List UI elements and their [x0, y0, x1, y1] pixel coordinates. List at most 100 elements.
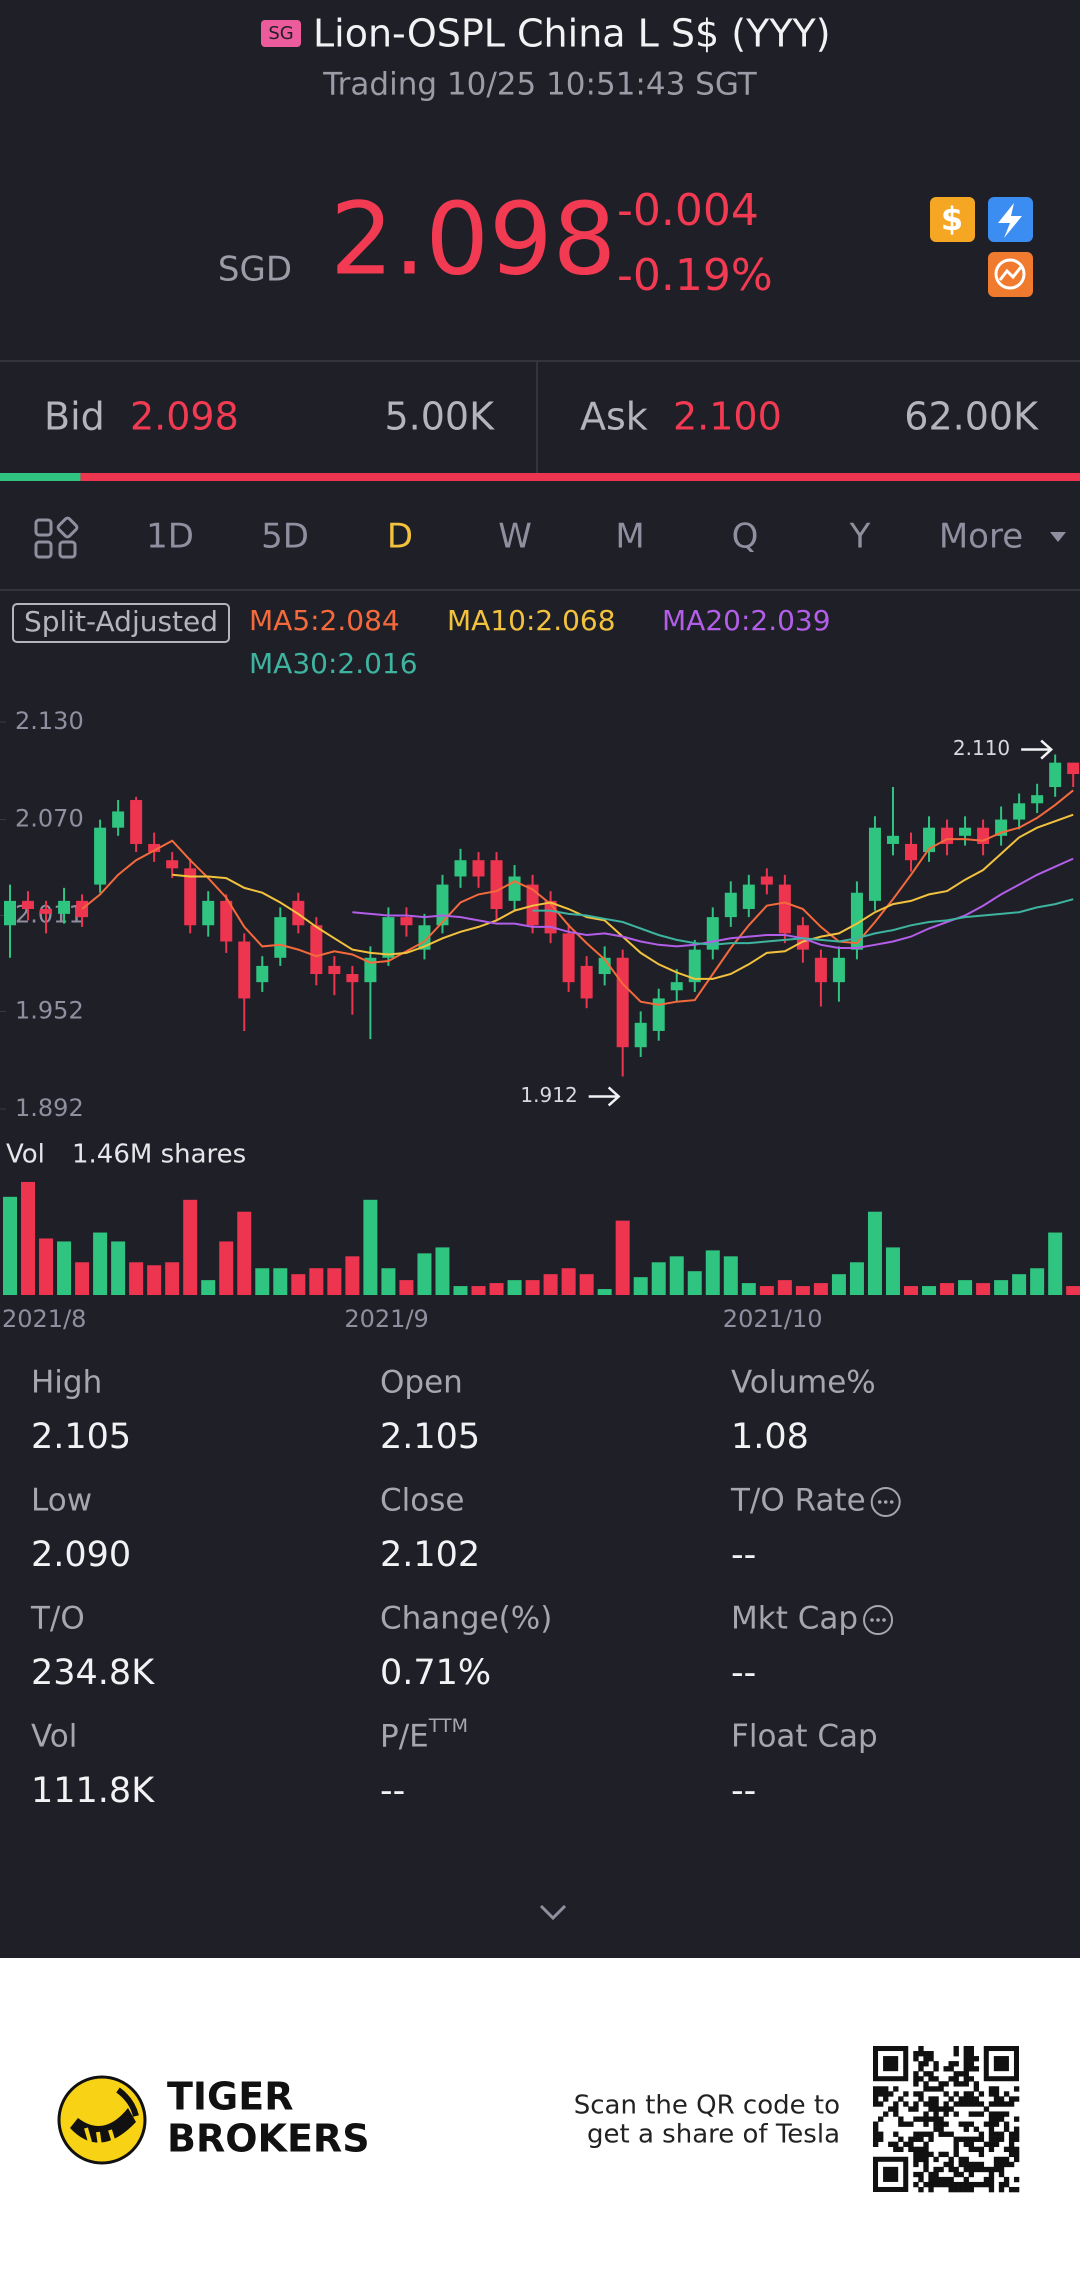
- candle-body: [508, 876, 521, 901]
- qr-module: [928, 2176, 934, 2183]
- qr-module: [968, 2096, 974, 2102]
- qr-module: [1008, 2096, 1015, 2102]
- qr-module: [943, 2181, 949, 2188]
- period-tab[interactable]: Q: [732, 517, 759, 557]
- qr-module: [898, 2116, 904, 2122]
- info-dot[interactable]: [889, 1500, 894, 1504]
- qr-module: [1013, 2151, 1020, 2158]
- qr-module: [943, 2151, 949, 2158]
- period-tab[interactable]: Y: [849, 517, 871, 557]
- volume-bar: [381, 1268, 396, 1295]
- candle-body: [778, 884, 791, 934]
- scan-text: Scan the QR code to: [574, 2091, 840, 2121]
- period-tab[interactable]: W: [498, 517, 532, 557]
- info-dot[interactable]: [870, 1618, 874, 1622]
- qr-module: [928, 2151, 934, 2158]
- period-tab[interactable]: More: [939, 517, 1023, 557]
- info-dot[interactable]: [876, 1618, 880, 1622]
- candle-body: [58, 900, 71, 914]
- qr-module: [948, 2061, 954, 2067]
- more-caret[interactable]: [1050, 532, 1066, 542]
- period-tab[interactable]: M: [615, 517, 644, 557]
- qr-module: [983, 2166, 990, 2173]
- qr-module: [948, 2096, 954, 2102]
- info-icon[interactable]: [870, 1487, 901, 1517]
- qr-module: [893, 2101, 899, 2107]
- qr-module: [938, 2126, 944, 2132]
- volume-bar: [651, 1262, 666, 1295]
- expand-chevron[interactable]: [539, 1904, 567, 1921]
- brand-text: BROKERS: [167, 2117, 370, 2161]
- info-dot[interactable]: [882, 1618, 886, 1622]
- volume-bar: [309, 1268, 324, 1295]
- candle-body: [400, 917, 413, 926]
- stat-value: 2.105: [31, 1417, 131, 1457]
- qr-module: [988, 2171, 995, 2178]
- qr-module: [993, 2131, 1000, 2137]
- qr-module: [958, 2156, 964, 2163]
- qr-module: [913, 2101, 919, 2107]
- qr-module: [963, 2186, 969, 2193]
- flash-icon[interactable]: [988, 197, 1033, 242]
- period-tab[interactable]: 1D: [146, 517, 194, 557]
- qr-module: [923, 2156, 929, 2163]
- qr-module: [963, 2061, 969, 2067]
- candle-body: [959, 827, 972, 836]
- qr-module: [1003, 2126, 1010, 2132]
- candle-body: [184, 868, 197, 926]
- qr-module: [978, 2136, 985, 2142]
- qr-module: [958, 2096, 964, 2102]
- qr-module: [948, 2131, 954, 2137]
- qr-module: [963, 2051, 969, 2057]
- qr-module: [878, 2091, 884, 2097]
- qr-module: [873, 2126, 879, 2132]
- period-tab[interactable]: 5D: [261, 517, 309, 557]
- dollar-icon[interactable]: $: [930, 197, 975, 242]
- volume-bar: [453, 1286, 468, 1295]
- qr-module: [963, 2121, 969, 2127]
- bid-price: 2.098: [130, 395, 239, 439]
- qr-module: [933, 2111, 939, 2117]
- qr-module: [923, 2166, 929, 2173]
- change-pct: -0.19%: [617, 250, 773, 301]
- qr-module: [943, 2176, 949, 2183]
- qr-module: [998, 2156, 1005, 2163]
- candle-body: [760, 876, 773, 885]
- volume-bar: [183, 1199, 198, 1295]
- qr-module: [968, 2146, 974, 2153]
- volume-bar: [219, 1241, 234, 1295]
- volume-bar: [940, 1283, 955, 1295]
- stat-label: Float Cap: [731, 1719, 878, 1755]
- candle-body: [832, 957, 845, 983]
- qr-module: [988, 2101, 995, 2107]
- volume-bar: [687, 1271, 702, 1295]
- qr-module: [998, 2136, 1005, 2142]
- volume-bar: [363, 1199, 378, 1295]
- qr-module: [943, 2091, 949, 2097]
- qr-module: [953, 2046, 959, 2052]
- qr-module: [943, 2101, 949, 2107]
- period-tab[interactable]: D: [387, 517, 413, 557]
- qr-module: [933, 2106, 939, 2112]
- qr-module: [963, 2071, 969, 2077]
- qr-module: [943, 2131, 949, 2137]
- qr-module: [978, 2166, 985, 2173]
- layout-icon[interactable]: [34, 516, 79, 559]
- info-circle[interactable]: [870, 1487, 901, 1517]
- qr-module: [1013, 2131, 1020, 2137]
- flag-text: SG: [268, 23, 293, 44]
- info-dot[interactable]: [883, 1500, 888, 1504]
- qr-module: [948, 2186, 954, 2193]
- trend-icon[interactable]: [988, 252, 1033, 297]
- info-icon[interactable]: [863, 1605, 894, 1635]
- info-circle[interactable]: [863, 1605, 894, 1635]
- volume-bar: [759, 1286, 774, 1295]
- volume-bar: [1048, 1232, 1063, 1295]
- qr-module: [933, 2076, 939, 2082]
- volume-bar: [1012, 1274, 1027, 1295]
- info-dot[interactable]: [877, 1500, 882, 1504]
- candle-body: [742, 884, 755, 909]
- qr-finder: [872, 2156, 909, 2193]
- stat-value: --: [731, 1653, 756, 1693]
- qr-module: [948, 2106, 954, 2112]
